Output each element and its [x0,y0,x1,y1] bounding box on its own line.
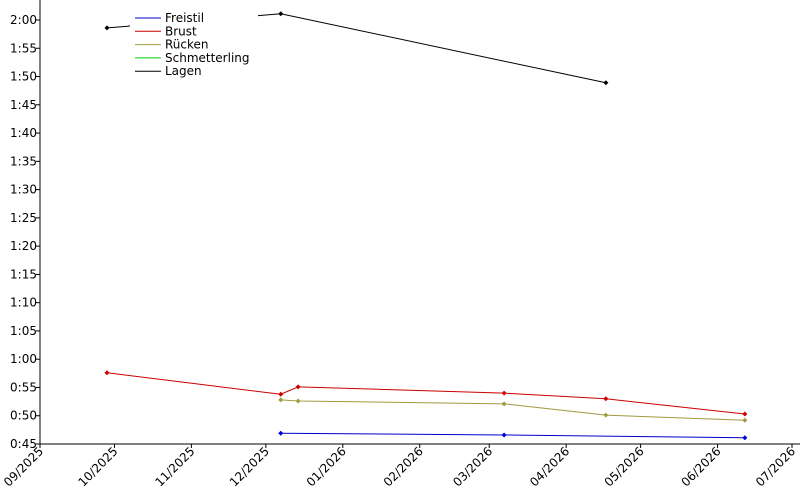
x-tick-label: 06/2026 [679,444,724,489]
y-tick-label: 1:00 [10,352,37,366]
legend-label: Freistil [165,11,204,25]
x-tick-label: 12/2025 [227,444,272,489]
point [603,412,609,418]
y-tick-label: 1:45 [10,98,37,112]
y-tick-label: 1:50 [10,70,37,84]
y-tick-label: 1:05 [10,324,37,338]
point [603,80,609,86]
point [104,25,110,31]
x-tick-label: 11/2025 [152,444,197,489]
y-tick-label: 1:55 [10,41,37,55]
y-tick-label: 1:40 [10,126,37,140]
x-tick-label: 10/2025 [75,444,120,489]
point [295,384,301,390]
y-tick-label: 1:25 [10,211,37,225]
point [295,398,301,404]
point [278,430,284,436]
point [278,11,284,17]
point [501,432,507,438]
x-tick-label: 07/2026 [753,444,798,489]
y-tick-label: 1:30 [10,183,37,197]
y-tick-label: 1:20 [10,239,37,253]
point [104,370,110,376]
y-tick-label: 2:00 [10,13,37,27]
x-tick-label: 01/2026 [304,444,349,489]
series-line [280,399,745,421]
x-tick-label: 02/2026 [381,444,426,489]
y-tick-label: 1:15 [10,267,37,281]
legend-label: Schmetterling [165,51,250,65]
point [278,397,284,403]
y-tick-label: 1:35 [10,154,37,168]
legend-label: Rücken [165,38,209,52]
point [603,396,609,402]
point [742,411,748,417]
series-line [280,432,745,439]
x-tick-label: 04/2026 [527,444,572,489]
point [501,390,507,396]
y-tick-label: 1:10 [10,296,37,310]
series-line [106,372,745,415]
point [501,401,507,407]
point [278,391,284,397]
legend-box [130,10,258,78]
y-tick-label: 0:45 [10,437,37,451]
x-tick-label: 03/2026 [450,444,495,489]
point [742,435,748,441]
y-tick-label: 0:55 [10,380,37,394]
legend-label: Brust [165,24,197,38]
legend-label: Lagen [165,64,202,78]
y-tick-label: 0:50 [10,409,37,423]
point [742,417,748,423]
x-tick-label: 05/2026 [602,444,647,489]
